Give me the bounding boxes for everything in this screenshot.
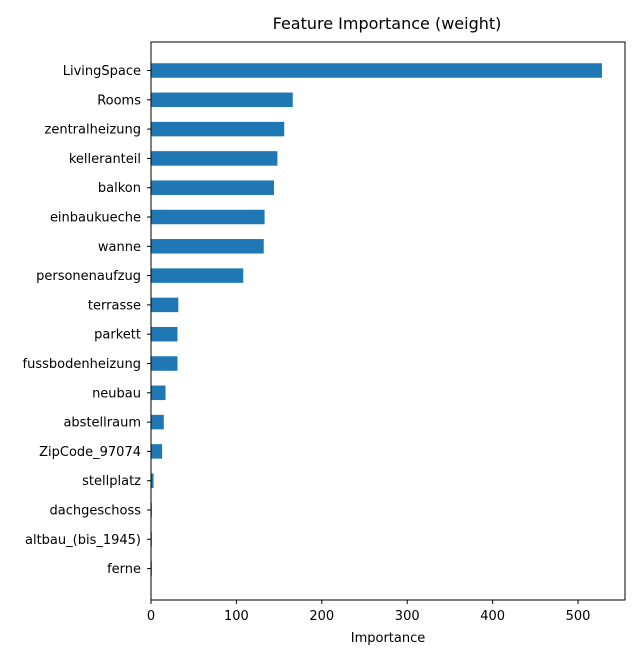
y-tick-label: ZipCode_97074 xyxy=(39,445,141,460)
x-tick-label: 500 xyxy=(566,609,591,624)
y-tick-label: parkett xyxy=(94,328,141,343)
bar-balkon xyxy=(151,180,274,195)
y-tick-label: wanne xyxy=(98,240,141,255)
bar-wanne xyxy=(151,239,264,254)
x-tick-label: 100 xyxy=(224,609,249,624)
x-axis-label: Importance xyxy=(351,631,426,646)
y-tick-label: ferne xyxy=(107,562,141,577)
bar-LivingSpace xyxy=(151,63,602,78)
y-tick-label: zentralheizung xyxy=(45,123,141,138)
bar-einbaukueche xyxy=(151,209,265,225)
chart-title: Feature Importance (weight) xyxy=(273,14,502,33)
y-tick-label: Rooms xyxy=(97,93,141,108)
bar-zentralheizung xyxy=(151,121,285,137)
bar-fussbodenheizung xyxy=(151,356,178,371)
bar-parkett xyxy=(151,326,178,342)
bar-ZipCode_97074 xyxy=(151,444,163,459)
y-tick-label: dachgeschoss xyxy=(49,504,141,519)
y-tick-label: LivingSpace xyxy=(63,64,141,79)
bar-terrasse xyxy=(151,297,179,313)
bar-personenaufzug xyxy=(151,268,244,283)
y-tick-label: einbaukueche xyxy=(50,211,141,226)
x-tick-label: 300 xyxy=(395,609,420,624)
y-tick-label: fussbodenheizung xyxy=(23,357,141,372)
bars-group xyxy=(151,63,602,576)
x-axis-ticks: 0 100 200 300 400 500 xyxy=(147,600,591,624)
y-tick-label: abstellraum xyxy=(63,416,141,431)
plot-frame xyxy=(150,41,626,601)
bar-kelleranteil xyxy=(151,151,278,166)
y-axis-ticks: LivingSpace Rooms zentralheizung kellerante… xyxy=(23,64,151,577)
y-tick-label: altbau_(bis_1945) xyxy=(25,533,141,548)
x-tick-label: 0 xyxy=(147,609,155,624)
y-tick-label: neubau xyxy=(92,386,141,401)
bar-stellplatz xyxy=(151,473,154,488)
x-tick-label: 200 xyxy=(309,609,334,624)
y-tick-label: balkon xyxy=(98,181,141,196)
bar-Rooms xyxy=(151,92,293,108)
x-tick-label: 400 xyxy=(480,609,505,624)
y-tick-label: personenaufzug xyxy=(36,269,141,284)
y-tick-label: stellplatz xyxy=(82,474,141,489)
bar-neubau xyxy=(151,385,166,401)
y-tick-label: kelleranteil xyxy=(69,152,141,167)
y-tick-label: terrasse xyxy=(88,298,141,313)
bar-abstellraum xyxy=(151,414,164,430)
